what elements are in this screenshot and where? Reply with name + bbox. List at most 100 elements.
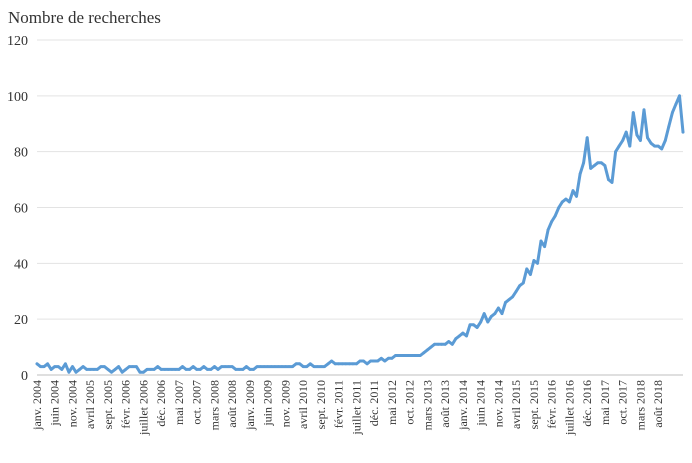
data-point	[234, 368, 238, 371]
data-point	[674, 102, 678, 106]
y-tick-labels: 0 20 40 60 80 100 120	[7, 34, 28, 384]
x-tick-label: déc. 2011	[367, 380, 381, 426]
data-point	[450, 342, 454, 346]
data-point	[298, 362, 302, 366]
data-point	[582, 161, 585, 165]
data-point	[166, 368, 170, 371]
series-layer	[35, 94, 685, 374]
data-point	[60, 368, 64, 371]
data-point	[468, 323, 472, 327]
x-tick-label: déc. 2006	[154, 380, 168, 427]
data-point	[504, 301, 507, 304]
data-point	[195, 368, 199, 371]
x-tick-label: sept. 2015	[527, 380, 541, 429]
x-tick-label: mars 2013	[420, 380, 434, 430]
data-point	[642, 108, 646, 112]
data-point	[482, 312, 486, 315]
data-point	[46, 362, 49, 366]
data-point	[568, 200, 571, 204]
data-point	[316, 365, 319, 368]
data-point	[429, 345, 433, 349]
x-tick-label: janv. 2009	[243, 380, 257, 431]
data-point	[110, 370, 113, 374]
data-point	[560, 200, 564, 204]
data-point	[92, 368, 96, 371]
data-point	[592, 164, 596, 168]
data-point	[589, 167, 593, 170]
x-tick-label: mars 2018	[633, 380, 647, 430]
data-point	[269, 365, 273, 368]
x-tick-label: juillet 2006	[136, 380, 150, 436]
data-point	[188, 368, 192, 371]
data-point	[323, 365, 326, 368]
data-point	[64, 362, 67, 366]
data-point	[443, 342, 447, 346]
data-point	[227, 365, 231, 368]
data-point	[521, 281, 525, 285]
data-point	[319, 365, 323, 368]
x-tick-label: sept. 2010	[314, 380, 328, 429]
data-point	[426, 348, 429, 352]
data-point	[308, 362, 312, 366]
data-point	[607, 178, 610, 182]
data-point	[628, 144, 632, 148]
data-point	[124, 368, 128, 371]
data-point	[220, 365, 224, 368]
data-point	[78, 368, 81, 371]
x-tick-label: févr. 2016	[545, 380, 559, 429]
data-point	[56, 365, 60, 368]
data-point	[149, 368, 153, 371]
data-point	[213, 365, 216, 368]
data-point	[440, 342, 443, 346]
y-tick-label: 40	[14, 257, 28, 272]
data-point	[536, 261, 539, 265]
data-point	[649, 141, 653, 145]
x-tick-label: janv. 2004	[30, 380, 44, 431]
data-point	[564, 197, 568, 201]
data-point	[600, 161, 603, 165]
data-point	[237, 368, 241, 371]
data-point	[294, 362, 298, 366]
data-point	[333, 362, 337, 366]
data-point	[422, 351, 426, 355]
data-point	[585, 136, 589, 140]
data-point	[447, 340, 451, 343]
data-point	[145, 368, 149, 371]
x-tick-label: mai 2017	[598, 380, 612, 425]
data-point	[131, 365, 135, 368]
data-point	[248, 368, 252, 371]
data-point	[497, 306, 500, 310]
data-point	[401, 354, 404, 357]
data-point	[305, 365, 309, 368]
x-tick-labels: janv. 2004 juin 2004 nov. 2004 avril 2005 se…	[30, 380, 665, 436]
y-tick-label: 0	[21, 369, 28, 384]
data-point	[351, 362, 355, 366]
x-tick-label: févr. 2011	[332, 380, 346, 428]
data-point	[191, 365, 195, 368]
data-point	[624, 130, 628, 134]
data-point	[646, 136, 649, 140]
data-point	[529, 273, 532, 276]
data-point	[181, 365, 184, 368]
data-point	[475, 326, 479, 329]
data-point	[614, 150, 617, 154]
data-point	[127, 365, 131, 368]
data-point	[95, 368, 99, 371]
data-point	[301, 365, 305, 368]
x-tick-label: avril 2015	[509, 380, 523, 429]
data-point	[543, 245, 546, 249]
x-tick-label: oct. 2012	[403, 380, 417, 425]
data-point	[639, 139, 642, 142]
data-point	[571, 189, 575, 193]
x-tick-label: févr. 2006	[119, 380, 133, 429]
x-tick-label: nov. 2004	[65, 380, 79, 427]
data-point	[663, 139, 667, 142]
data-point	[280, 365, 284, 368]
data-point	[667, 125, 671, 128]
x-tick-label: août 2018	[651, 380, 665, 428]
data-point	[113, 368, 117, 371]
y-tick-label: 60	[14, 202, 28, 217]
data-point	[85, 368, 89, 371]
data-point	[42, 365, 46, 368]
